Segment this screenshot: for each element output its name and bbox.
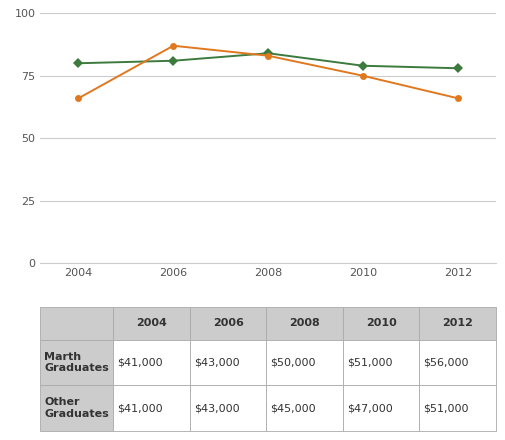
Legend: Math Graduates, Other Graduates: Math Graduates, Other Graduates (149, 0, 386, 5)
